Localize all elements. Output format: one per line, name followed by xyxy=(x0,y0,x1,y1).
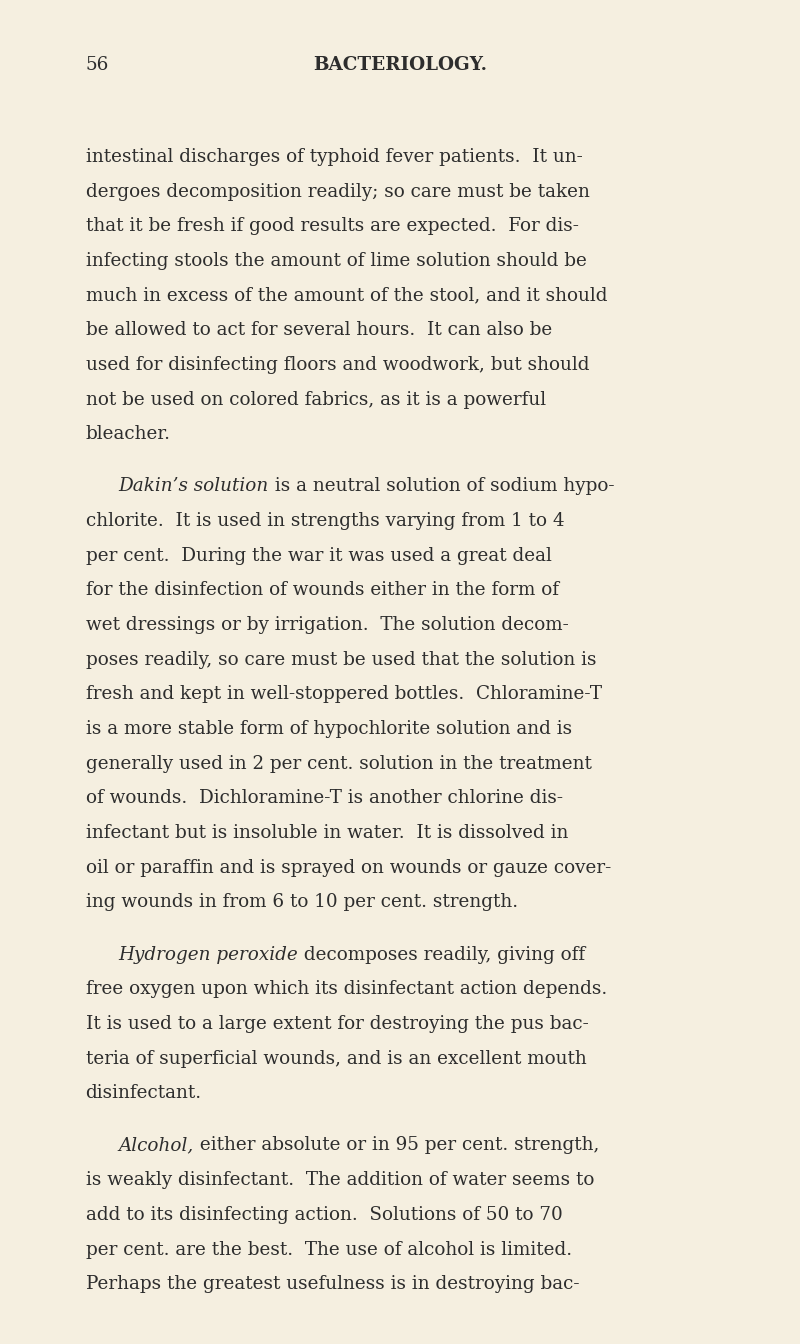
Text: for the disinfection of wounds either in the form of: for the disinfection of wounds either in… xyxy=(86,582,558,599)
Text: Dakin’s solution: Dakin’s solution xyxy=(118,477,269,496)
Text: fresh and kept in well-stoppered bottles.  Chloramine-T: fresh and kept in well-stoppered bottles… xyxy=(86,685,602,703)
Text: used for disinfecting floors and woodwork, but should: used for disinfecting floors and woodwor… xyxy=(86,356,589,374)
Text: free oxygen upon which its disinfectant action depends.: free oxygen upon which its disinfectant … xyxy=(86,980,607,999)
Text: of wounds.  Dichloramine-T is another chlorine dis-: of wounds. Dichloramine-T is another chl… xyxy=(86,789,562,808)
Text: per cent. are the best.  The use of alcohol is limited.: per cent. are the best. The use of alcoh… xyxy=(86,1241,572,1258)
Text: be allowed to act for several hours.  It can also be: be allowed to act for several hours. It … xyxy=(86,321,552,339)
Text: 56: 56 xyxy=(86,56,109,74)
Text: bleacher.: bleacher. xyxy=(86,425,170,444)
Text: It is used to a large extent for destroying the pus bac-: It is used to a large extent for destroy… xyxy=(86,1015,588,1034)
Text: ing wounds in from 6 to 10 per cent. strength.: ing wounds in from 6 to 10 per cent. str… xyxy=(86,894,518,911)
Text: wet dressings or by irrigation.  The solution decom-: wet dressings or by irrigation. The solu… xyxy=(86,616,568,634)
Text: oil or paraffin and is sprayed on wounds or gauze cover-: oil or paraffin and is sprayed on wounds… xyxy=(86,859,611,876)
Text: chlorite.  It is used in strengths varying from 1 to 4: chlorite. It is used in strengths varyin… xyxy=(86,512,564,530)
Text: teria of superficial wounds, and is an excellent mouth: teria of superficial wounds, and is an e… xyxy=(86,1050,586,1067)
Text: per cent.  During the war it was used a great deal: per cent. During the war it was used a g… xyxy=(86,547,551,564)
Text: either absolute or in 95 per cent. strength,: either absolute or in 95 per cent. stren… xyxy=(194,1137,599,1154)
Text: infectant but is insoluble in water.  It is dissolved in: infectant but is insoluble in water. It … xyxy=(86,824,568,843)
Text: BACTERIOLOGY.: BACTERIOLOGY. xyxy=(313,56,487,74)
Text: infecting stools the amount of lime solution should be: infecting stools the amount of lime solu… xyxy=(86,251,586,270)
Text: much in excess of the amount of the stool, and it should: much in excess of the amount of the stoo… xyxy=(86,286,607,305)
Text: is a more stable form of hypochlorite solution and is: is a more stable form of hypochlorite so… xyxy=(86,720,572,738)
Text: poses readily, so care must be used that the solution is: poses readily, so care must be used that… xyxy=(86,650,596,669)
Text: Hydrogen peroxide: Hydrogen peroxide xyxy=(118,946,298,964)
Text: Alcohol,: Alcohol, xyxy=(118,1137,194,1154)
Text: Perhaps the greatest usefulness is in destroying bac-: Perhaps the greatest usefulness is in de… xyxy=(86,1275,579,1293)
Text: that it be fresh if good results are expected.  For dis-: that it be fresh if good results are exp… xyxy=(86,218,578,235)
Text: generally used in 2 per cent. solution in the treatment: generally used in 2 per cent. solution i… xyxy=(86,755,591,773)
Text: dergoes decomposition readily; so care must be taken: dergoes decomposition readily; so care m… xyxy=(86,183,590,200)
Text: add to its disinfecting action.  Solutions of 50 to 70: add to its disinfecting action. Solution… xyxy=(86,1206,562,1224)
Text: is weakly disinfectant.  The addition of water seems to: is weakly disinfectant. The addition of … xyxy=(86,1171,594,1189)
Text: decomposes readily, giving off: decomposes readily, giving off xyxy=(298,946,586,964)
Text: is a neutral solution of sodium hypo-: is a neutral solution of sodium hypo- xyxy=(269,477,614,496)
Text: disinfectant.: disinfectant. xyxy=(86,1085,202,1102)
Text: not be used on colored fabrics, as it is a powerful: not be used on colored fabrics, as it is… xyxy=(86,391,546,409)
Text: intestinal discharges of typhoid fever patients.  It un-: intestinal discharges of typhoid fever p… xyxy=(86,148,582,165)
